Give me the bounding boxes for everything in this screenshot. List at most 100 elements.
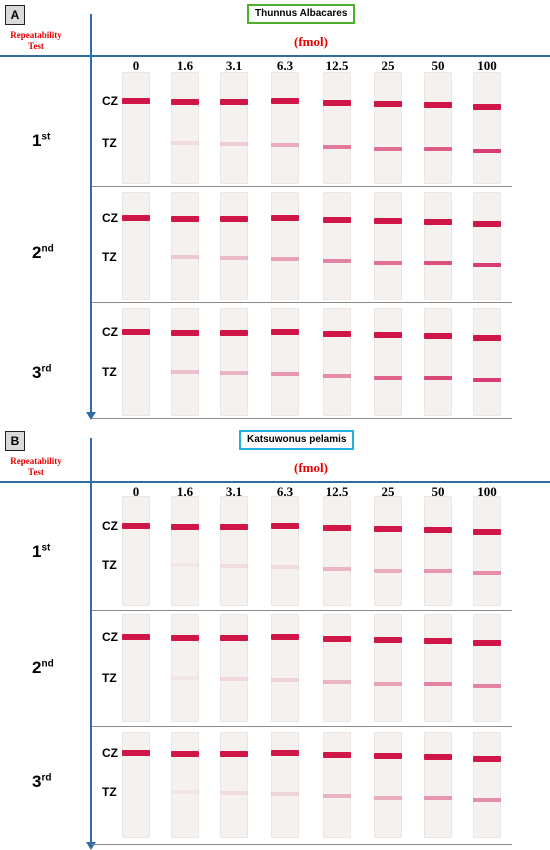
test-strip <box>473 732 501 838</box>
axis-arrowhead <box>86 412 96 420</box>
test-line-band <box>171 141 199 145</box>
control-line-band <box>323 217 351 223</box>
concentration-label: 100 <box>477 484 497 499</box>
row-separator <box>92 610 512 611</box>
test-line-band <box>122 141 150 145</box>
control-line-band <box>220 99 248 105</box>
test-strip <box>220 614 248 722</box>
test-strip <box>220 732 248 838</box>
species-title: Thunnus Albacares <box>247 4 356 24</box>
control-line-band <box>220 216 248 222</box>
row-separator <box>92 418 512 419</box>
test-strip <box>271 496 299 606</box>
test-strip <box>271 308 299 416</box>
test-line-band <box>473 798 501 802</box>
concentration-label: 25 <box>381 484 395 499</box>
concentration-label: 0 <box>132 58 140 73</box>
test-strip <box>323 308 351 416</box>
control-line-band <box>473 104 501 110</box>
replicate-axis-line <box>90 438 92 844</box>
test-strip <box>424 614 452 722</box>
control-zone-label: CZ <box>102 325 118 339</box>
concentration-label: 3.1 <box>225 58 243 73</box>
replicate-ordinal: 1 <box>32 542 42 561</box>
test-line-band <box>424 376 452 380</box>
concentration-label: 6.3 <box>276 484 294 499</box>
test-strip <box>122 614 150 722</box>
control-line-band <box>323 100 351 106</box>
control-line-band <box>271 215 299 221</box>
control-line-band <box>271 523 299 529</box>
replicate-ordinal: 3 <box>32 772 42 791</box>
concentration-label: 50 <box>431 484 445 499</box>
control-line-band <box>220 330 248 336</box>
test-strip <box>374 72 402 184</box>
control-zone-label: CZ <box>102 94 118 108</box>
concentration-label: 12.5 <box>325 484 349 499</box>
test-zone-label: TZ <box>102 671 117 685</box>
control-zone-label: CZ <box>102 630 118 644</box>
control-line-band <box>323 525 351 531</box>
concentration-label: 1.6 <box>176 58 194 73</box>
test-strip <box>271 72 299 184</box>
concentration-axis-line <box>0 481 550 483</box>
control-line-band <box>424 638 452 644</box>
panel-b: B Katsuwonus pelamis Repeatability Test (fm… <box>0 426 550 850</box>
species-title: Katsuwonus pelamis <box>239 430 355 450</box>
test-strip <box>122 192 150 300</box>
test-strip <box>122 308 150 416</box>
test-strip <box>220 72 248 184</box>
test-line-band <box>323 567 351 571</box>
control-line-band <box>271 98 299 104</box>
replicate-label: 1st <box>32 131 50 151</box>
replicate-label: 3rd <box>32 363 51 383</box>
concentration-label: 25 <box>381 58 395 73</box>
control-line-band <box>374 101 402 107</box>
test-strip <box>171 732 199 838</box>
axis-arrowhead <box>86 842 96 850</box>
repeatability-test-header: Repeatability Test <box>10 456 62 477</box>
test-strip <box>424 72 452 184</box>
control-zone-label: CZ <box>102 519 118 533</box>
unit-label: (fmol) <box>294 34 328 49</box>
control-line-band <box>271 634 299 640</box>
test-line-band <box>374 569 402 573</box>
concentration-label: 50 <box>431 58 445 73</box>
control-line-band <box>424 219 452 225</box>
replicate-axis-line <box>90 14 92 414</box>
test-zone-label: TZ <box>102 136 117 150</box>
test-strip <box>271 732 299 838</box>
test-strip <box>271 192 299 300</box>
test-line-band <box>220 564 248 568</box>
test-line-band <box>323 680 351 684</box>
test-strip <box>171 72 199 184</box>
test-line-band <box>323 374 351 378</box>
control-line-band <box>424 527 452 533</box>
test-strip <box>171 308 199 416</box>
test-line-band <box>122 563 150 567</box>
test-line-band <box>220 791 248 795</box>
test-line-band <box>271 257 299 261</box>
control-line-band <box>220 524 248 530</box>
test-strip <box>323 72 351 184</box>
test-line-band <box>374 376 402 380</box>
test-line-band <box>323 794 351 798</box>
control-line-band <box>220 635 248 641</box>
control-line-band <box>323 331 351 337</box>
test-line-band <box>424 682 452 686</box>
test-strip <box>374 192 402 300</box>
test-strip <box>122 496 150 606</box>
replicate-label: 2nd <box>32 658 54 678</box>
test-zone-label: TZ <box>102 365 117 379</box>
test-line-band <box>271 565 299 569</box>
control-line-band <box>473 335 501 341</box>
test-zone-label: TZ <box>102 785 117 799</box>
panel-label: B <box>5 431 25 451</box>
test-strip <box>473 308 501 416</box>
control-line-band <box>171 216 199 222</box>
concentration-label: 100 <box>477 58 497 73</box>
control-zone-label: CZ <box>102 211 118 225</box>
test-line-band <box>171 255 199 259</box>
control-zone-label: CZ <box>102 746 118 760</box>
control-line-band <box>171 524 199 530</box>
